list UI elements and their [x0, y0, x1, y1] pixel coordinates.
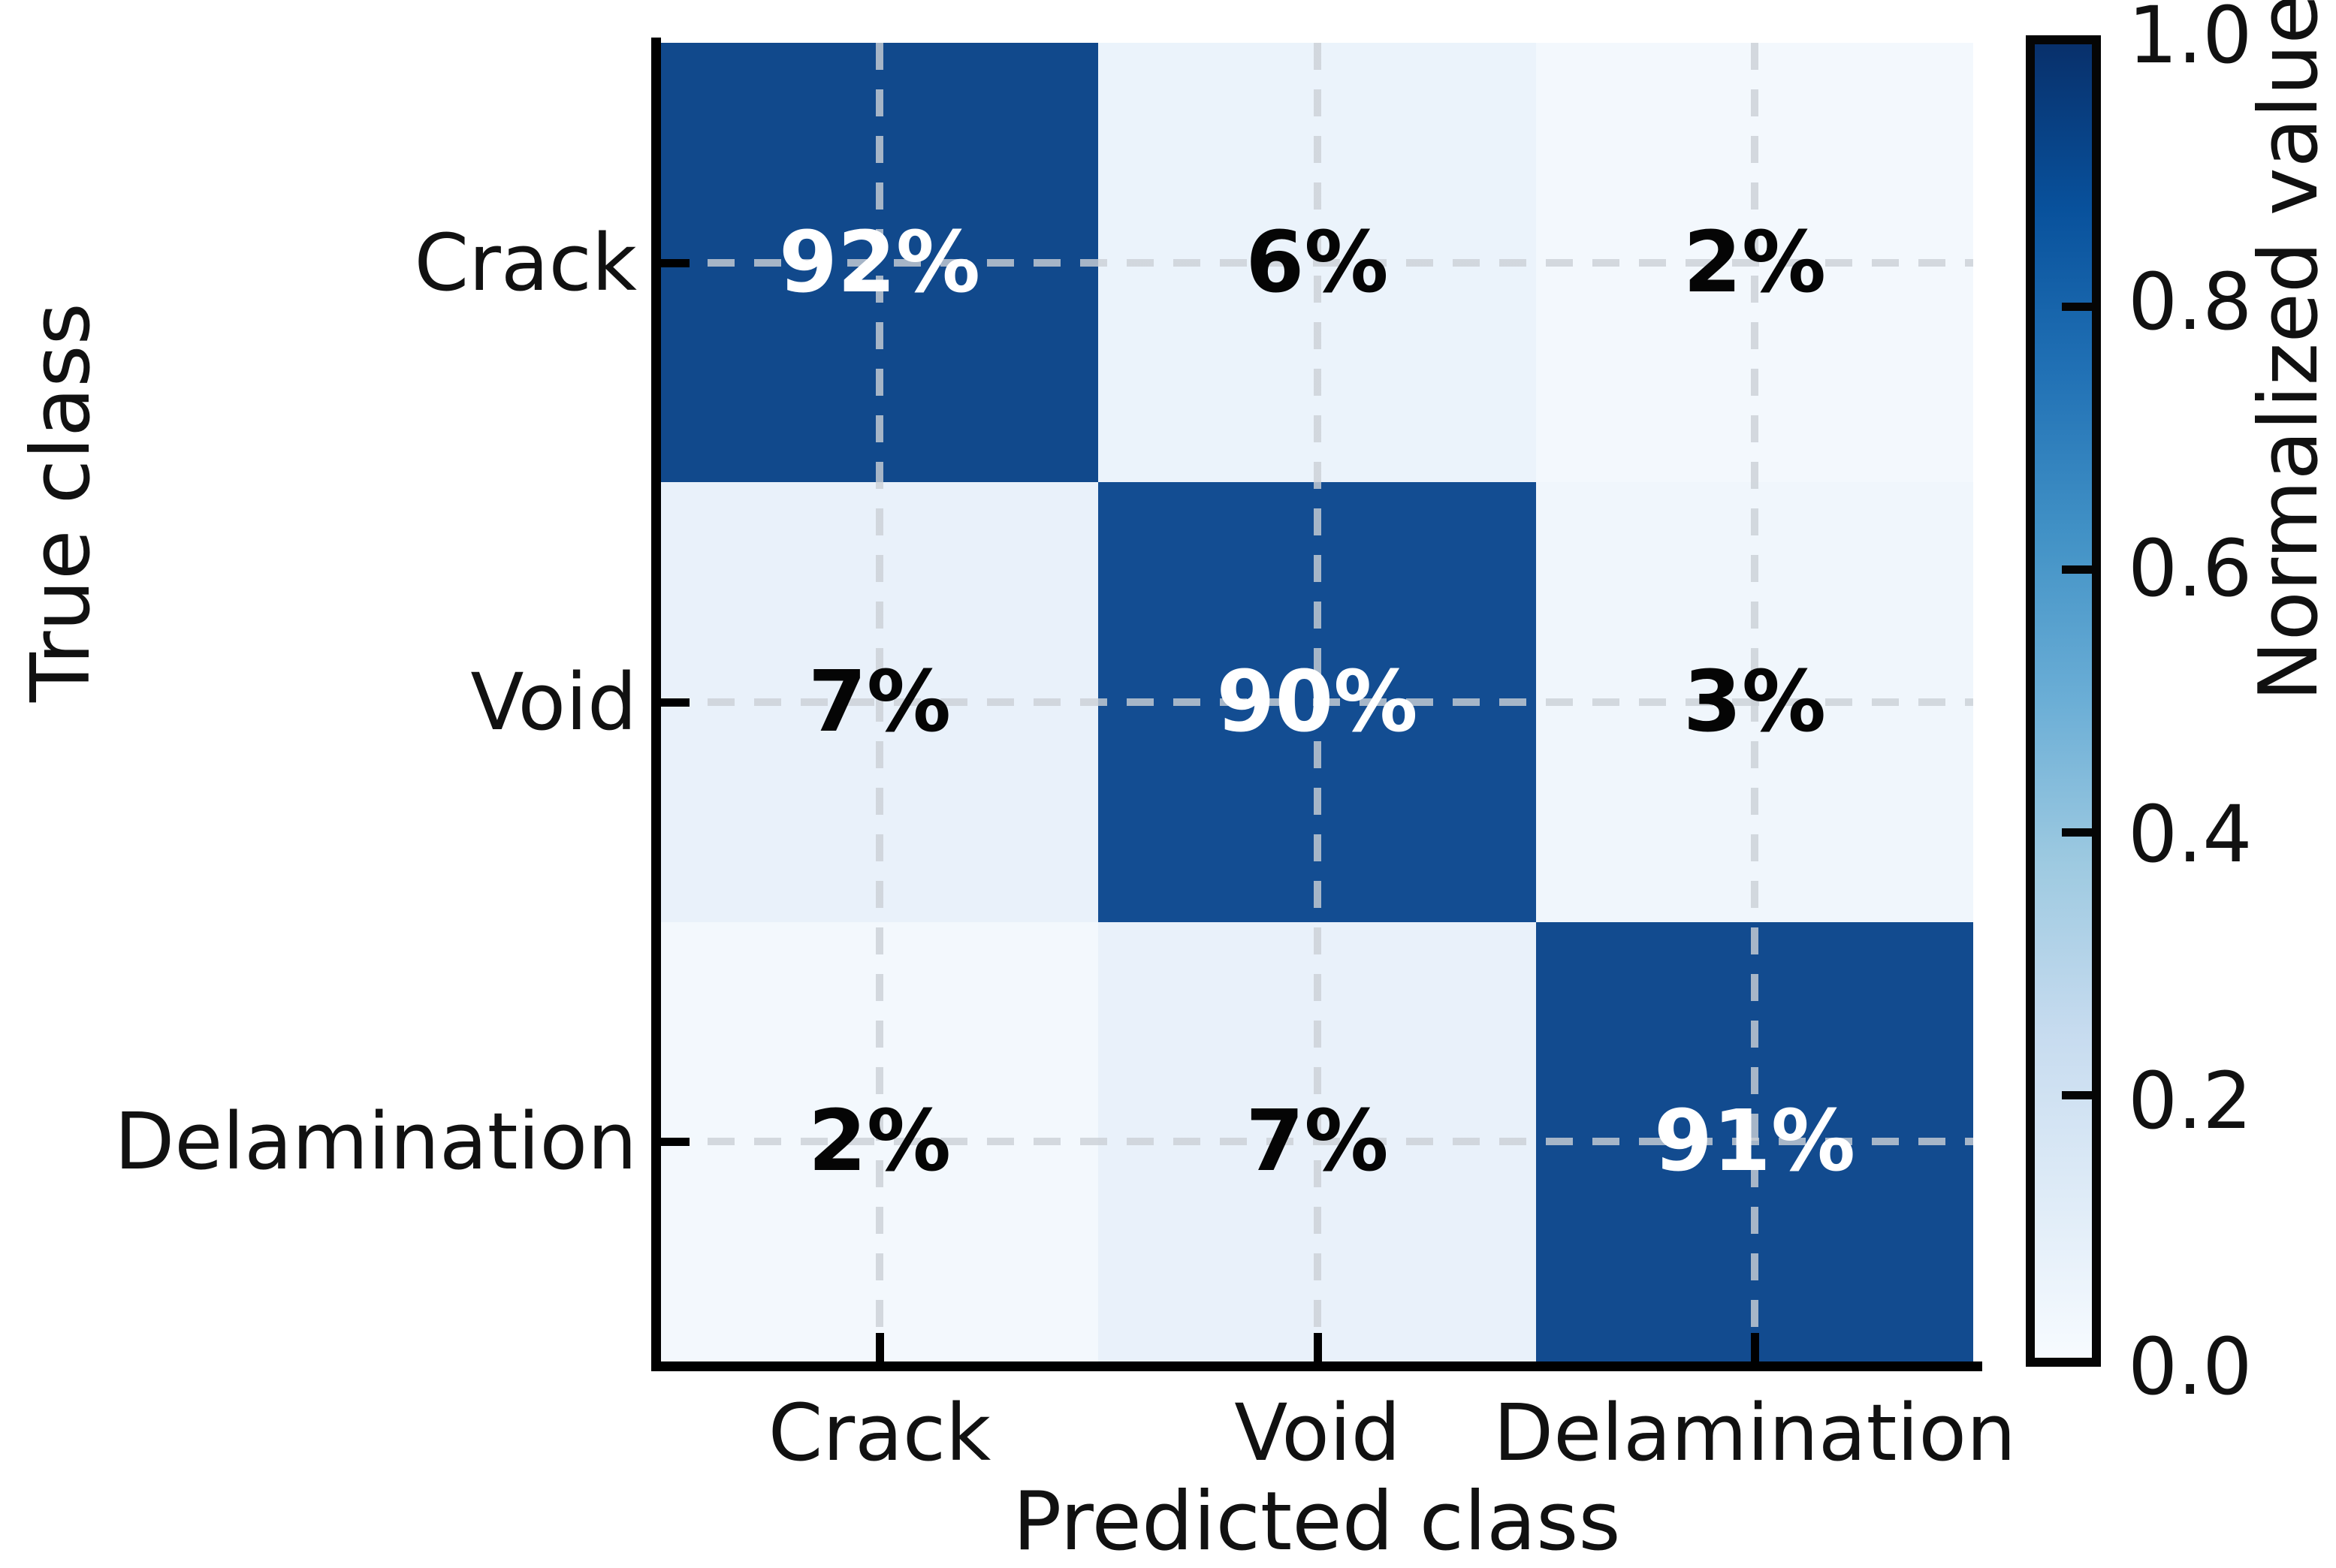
cell-value-label: 2% [1683, 214, 1827, 312]
colorbar-gradient [2026, 35, 2101, 1367]
y-tick-delamination [661, 1138, 690, 1146]
cell-value-label: 7% [1245, 1093, 1389, 1190]
gridline-col-crack [876, 43, 883, 1361]
cell-value-label: 92% [778, 214, 981, 312]
x-axis-spine [651, 1361, 1982, 1371]
colorbar-ticklabel-0.2: 0.2 [2128, 1055, 2253, 1147]
colorbar-ticklabel-0.4: 0.4 [2128, 789, 2253, 880]
y-axis-spine [651, 38, 661, 1371]
x-ticklabel-void: Void [1234, 1387, 1401, 1479]
cell-value-label: 2% [807, 1093, 952, 1190]
x-ticklabel-delamination: Delamination [1493, 1387, 2016, 1479]
y-ticklabel-crack: Crack [414, 217, 637, 309]
colorbar-tick-0.8 [2062, 303, 2092, 312]
y-tick-void [661, 698, 690, 707]
colorbar-ticklabel-0.6: 0.6 [2128, 523, 2253, 614]
colorbar-ticklabel-0.8: 0.8 [2128, 256, 2253, 348]
colorbar-tick-0.6 [2062, 565, 2092, 574]
cell-value-label: 91% [1653, 1093, 1856, 1190]
x-tick-delamination [1751, 1333, 1759, 1361]
y-ticklabel-delamination: Delamination [114, 1096, 637, 1187]
cell-value-label: 7% [807, 653, 952, 751]
cell-value-label: 6% [1245, 214, 1389, 312]
gridline-col-delamination [1751, 43, 1758, 1361]
colorbar-tick-0.4 [2062, 828, 2092, 837]
colorbar-ticklabel-1.0: 1.0 [2128, 0, 2253, 81]
colorbar-tick-0.2 [2062, 1090, 2092, 1099]
y-tick-crack [661, 259, 690, 267]
x-ticklabel-crack: Crack [768, 1387, 991, 1479]
x-axis-title: Predicted class [1013, 1475, 1621, 1568]
y-ticklabel-void: Void [470, 656, 637, 748]
x-tick-crack [876, 1333, 884, 1361]
gridline-col-void [1314, 43, 1321, 1361]
x-tick-void [1314, 1333, 1322, 1361]
cell-value-label: 90% [1216, 653, 1418, 751]
cell-value-label: 3% [1683, 653, 1827, 751]
colorbar-ticklabel-0.0: 0.0 [2128, 1321, 2253, 1413]
